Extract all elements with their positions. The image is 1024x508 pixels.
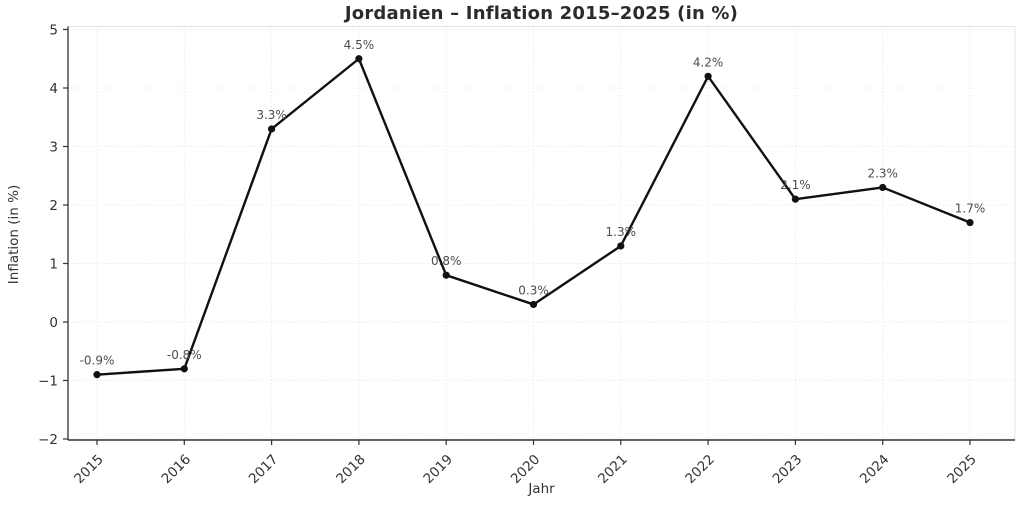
data-point xyxy=(966,218,974,227)
data-point xyxy=(529,300,538,309)
data-point-label: 1.3% xyxy=(606,225,637,239)
y-tick-label: 4 xyxy=(49,81,58,97)
data-point-label: 0.3% xyxy=(518,283,549,297)
chart-title: Jordanien – Inflation 2015–2025 (in %) xyxy=(344,3,739,24)
data-point xyxy=(879,183,887,192)
data-point xyxy=(180,365,188,373)
data-point xyxy=(442,271,450,279)
data-point-label: 4.5% xyxy=(344,38,375,52)
data-point xyxy=(93,371,101,379)
y-tick-label: −1 xyxy=(38,374,58,390)
data-point-label: 3.3% xyxy=(256,108,287,122)
data-point xyxy=(791,195,800,203)
data-point xyxy=(355,55,363,63)
y-tick-label: 5 xyxy=(49,23,58,39)
data-point-label: 4.2% xyxy=(693,55,724,69)
x-axis-label: Jahr xyxy=(528,481,555,497)
y-axis-label: Inflation (in %) xyxy=(6,184,22,285)
y-tick-label: 2 xyxy=(49,198,58,214)
data-point-label: 2.1% xyxy=(780,178,811,192)
data-point-label: 2.3% xyxy=(867,166,898,180)
data-point xyxy=(704,72,712,80)
data-point-label: 1.7% xyxy=(955,202,986,216)
y-tick-label: 1 xyxy=(49,257,58,273)
data-point-label: 0.8% xyxy=(431,254,462,268)
y-tick-label: 0 xyxy=(49,315,58,331)
data-point xyxy=(617,242,625,250)
y-tick-label: −2 xyxy=(38,432,58,448)
data-point xyxy=(268,125,276,133)
y-tick-label: 3 xyxy=(49,140,58,156)
data-point-label: -0.9% xyxy=(80,354,115,368)
data-point-label: -0.8% xyxy=(167,348,202,362)
